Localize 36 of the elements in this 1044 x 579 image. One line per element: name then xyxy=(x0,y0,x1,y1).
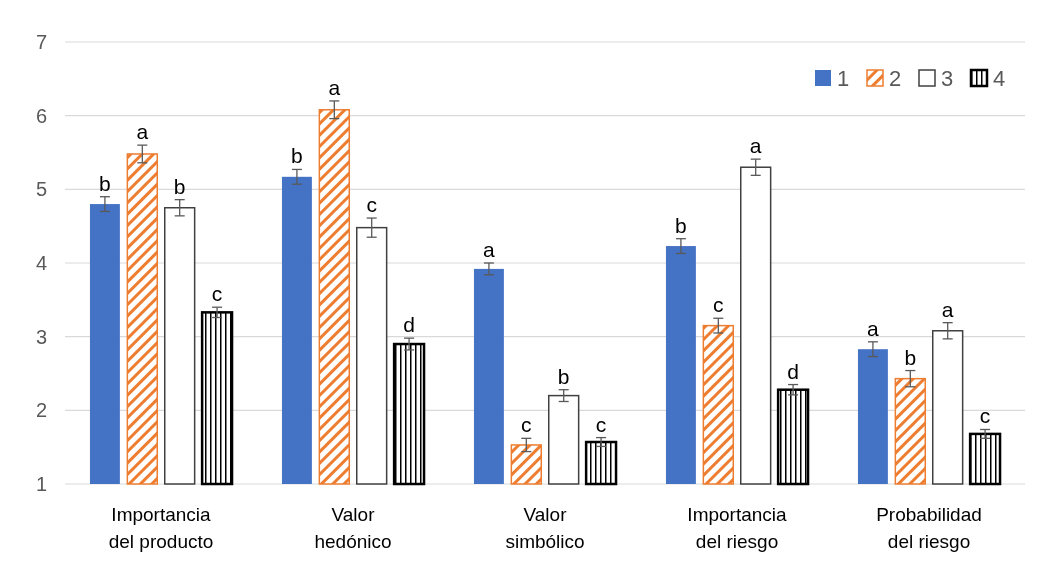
data-label: b xyxy=(675,213,687,237)
y-tick-label: 2 xyxy=(35,399,47,422)
data-label: c xyxy=(713,293,724,317)
legend-label: 1 xyxy=(837,66,850,91)
y-tick-label: 4 xyxy=(35,251,47,274)
data-label: c xyxy=(366,193,377,217)
legend-label: 3 xyxy=(941,66,954,91)
y-tick-label: 1 xyxy=(35,472,47,495)
y-tick-label: 5 xyxy=(35,178,47,201)
x-tick-label: Importancia del riesgo xyxy=(687,504,788,553)
x-tick-label: Probabilidad del riesgo xyxy=(876,504,982,553)
x-tick-label: Valor simbólico xyxy=(505,504,585,553)
y-tick-label: 3 xyxy=(35,325,47,348)
data-label: b xyxy=(291,144,303,168)
x-tick-label: Valor hedónico xyxy=(314,504,392,553)
x-tick-label: Importancia del producto xyxy=(108,504,214,553)
data-label: c xyxy=(979,404,991,428)
data-label: d xyxy=(403,313,415,337)
legend-label: 4 xyxy=(993,66,1006,91)
data-label: a xyxy=(328,75,341,99)
data-label: c xyxy=(595,412,607,436)
y-tick-label: 7 xyxy=(35,30,47,53)
y-tick-label: 6 xyxy=(35,104,47,127)
data-label: a xyxy=(483,238,496,261)
data-label: b xyxy=(904,345,917,369)
data-label: a xyxy=(749,134,762,158)
data-label: a xyxy=(136,120,149,144)
data-label: c xyxy=(211,282,223,306)
data-label: a xyxy=(867,316,880,340)
data-label: b xyxy=(173,174,186,198)
data-label: d xyxy=(787,359,799,383)
data-label: c xyxy=(521,413,532,437)
data-label: b xyxy=(99,171,111,195)
legend-label: 2 xyxy=(889,66,902,91)
data-label: a xyxy=(941,297,954,321)
data-label: b xyxy=(557,364,570,388)
